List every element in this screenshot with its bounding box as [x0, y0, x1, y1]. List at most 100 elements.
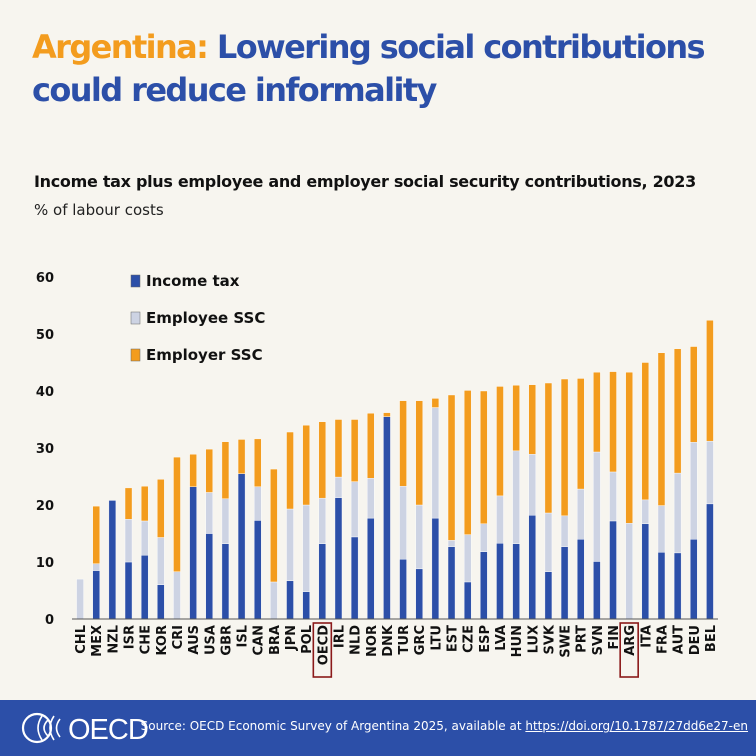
bar-nzl-income-tax [108, 500, 117, 620]
x-tick-label: FIN [607, 625, 622, 650]
bar-grc-income-tax [415, 568, 423, 620]
x-tick-label: KOR [155, 625, 170, 656]
x-tick-label: CZE [462, 625, 477, 653]
bar-prt-employee-ssc [577, 488, 585, 540]
legend-swatch [130, 348, 141, 362]
bar-tur-employer-ssc [399, 400, 407, 487]
bar-ita-employee-ssc [641, 499, 650, 525]
y-tick-label: 0 [45, 613, 54, 628]
bar-lva-employer-ssc [496, 386, 504, 497]
bar-mex-employer-ssc [92, 505, 100, 564]
bar-irl-income-tax [334, 497, 343, 620]
bar-gbr-employee-ssc [221, 498, 230, 544]
bar-fra-income-tax [657, 552, 666, 620]
bar-nld-employee-ssc [350, 481, 359, 538]
bar-ita-employer-ssc [641, 362, 650, 501]
bar-can-employer-ssc [254, 438, 262, 487]
bar-ita-income-tax [641, 523, 650, 620]
bar-mex-employee-ssc [92, 563, 100, 571]
bar-aut-employer-ssc [673, 348, 682, 474]
bar-hun-income-tax [512, 543, 520, 620]
bar-svk-employee-ssc [544, 512, 553, 572]
bar-isr-employer-ssc [124, 487, 133, 520]
x-tick-label: LTU [429, 625, 444, 651]
x-tick-label: ARG [623, 625, 638, 656]
x-tick-label: SVN [591, 625, 606, 655]
bar-che-employee-ssc [140, 520, 149, 556]
bar-kor-income-tax [157, 584, 165, 620]
x-tick-label: USA [203, 625, 218, 655]
x-tick-label: SWE [559, 625, 574, 658]
bar-jpn-income-tax [286, 580, 294, 620]
x-tick-label: BRA [268, 625, 283, 655]
x-tick-label: OECD [316, 625, 331, 665]
bar-dnk-employer-ssc [383, 412, 391, 417]
bar-nld-income-tax [350, 536, 359, 620]
bar-oecd-income-tax [318, 543, 327, 620]
bar-fin-employer-ssc [609, 371, 617, 473]
source-link[interactable]: https://doi.org/10.1787/27dd6e27-en [525, 719, 748, 733]
x-tick-label: LUX [526, 625, 541, 653]
x-tick-label: GRC [413, 625, 428, 655]
bar-pol-employer-ssc [302, 425, 310, 506]
x-tick-label: CRI [171, 625, 186, 649]
bar-swe-income-tax [560, 546, 569, 620]
bar-mex-income-tax [92, 570, 100, 620]
x-tick-label: SVK [542, 624, 557, 654]
bar-hun-employer-ssc [512, 385, 520, 452]
oecd-logo-text: OECD [68, 714, 148, 746]
bar-est-income-tax [447, 546, 456, 620]
stacked-bar-chart: 0 10 20 30 40 50 60 CHL MEX NZL ISR CHE KOR CRI AUS USA… [36, 271, 719, 678]
x-tick-label: LVA [494, 625, 509, 651]
x-tick-label: CHE [139, 625, 154, 654]
bar-cze-employer-ssc [463, 390, 472, 535]
x-tick-label: AUT [672, 625, 687, 654]
bar-nor-employer-ssc [367, 413, 375, 479]
oecd-logo: OECD [21, 712, 149, 746]
bar-chl-employee-ssc [76, 578, 84, 620]
bar-fra-employer-ssc [657, 352, 666, 506]
bar-lux-income-tax [528, 515, 536, 620]
bar-svn-employee-ssc [593, 451, 601, 562]
bar-isl-income-tax [237, 473, 246, 620]
x-tick-label: ITA [639, 625, 654, 648]
bar-bel-employer-ssc [706, 320, 714, 442]
bar-usa-income-tax [205, 533, 213, 620]
bar-esp-employer-ssc [480, 390, 488, 525]
x-tick-label: ISR [123, 625, 138, 649]
x-tick-label: HUN [510, 625, 525, 657]
footer-bar: OECD Source: OECD Economic Survey of Arg… [0, 700, 756, 756]
legend-label: Employee SSC [146, 309, 265, 327]
legend-label: Employer SSC [146, 346, 263, 364]
bar-swe-employee-ssc [560, 515, 569, 547]
bar-fra-employee-ssc [657, 505, 666, 553]
x-tick-label: CAN [252, 625, 267, 655]
bar-aut-employee-ssc [673, 472, 682, 554]
bar-svn-income-tax [593, 561, 601, 620]
bar-usa-employer-ssc [205, 448, 213, 493]
bar-aut-income-tax [673, 552, 682, 620]
bar-svn-employer-ssc [593, 371, 601, 453]
globe-icon [21, 712, 61, 744]
y-tick-label: 40 [36, 385, 54, 400]
x-tick-label: BEL [704, 625, 719, 652]
bar-fin-income-tax [609, 520, 617, 620]
legend-label: Income tax [146, 272, 240, 290]
bar-tur-employee-ssc [399, 485, 407, 560]
bar-isr-income-tax [124, 561, 133, 620]
legend-swatch [130, 311, 141, 325]
x-tick-label: TUR [397, 625, 412, 654]
bar-bra-employee-ssc [270, 581, 278, 620]
x-tick-label: DEU [688, 625, 703, 655]
x-tick-label: NLD [349, 625, 364, 655]
bar-nor-income-tax [367, 517, 375, 620]
bar-cze-income-tax [463, 581, 472, 620]
bar-esp-employee-ssc [480, 523, 488, 552]
legend-swatch [130, 274, 141, 288]
bar-nld-employer-ssc [350, 419, 359, 482]
bars-group [76, 320, 714, 620]
bar-grc-employer-ssc [415, 400, 423, 506]
x-tick-label: CHL [74, 625, 89, 654]
x-tick-label: EST [446, 625, 461, 652]
bar-ltu-employee-ssc [431, 407, 440, 519]
